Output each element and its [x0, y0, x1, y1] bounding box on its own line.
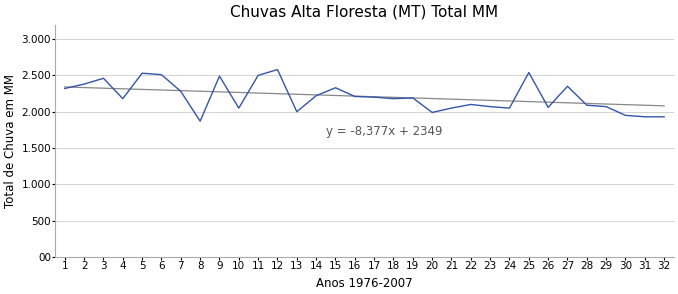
- Y-axis label: Total de Chuva em MM: Total de Chuva em MM: [4, 74, 17, 208]
- X-axis label: Anos 1976-2007: Anos 1976-2007: [316, 277, 413, 290]
- Text: y = -8,377x + 2349: y = -8,377x + 2349: [326, 125, 442, 138]
- Title: Chuvas Alta Floresta (MT) Total MM: Chuvas Alta Floresta (MT) Total MM: [231, 4, 498, 19]
